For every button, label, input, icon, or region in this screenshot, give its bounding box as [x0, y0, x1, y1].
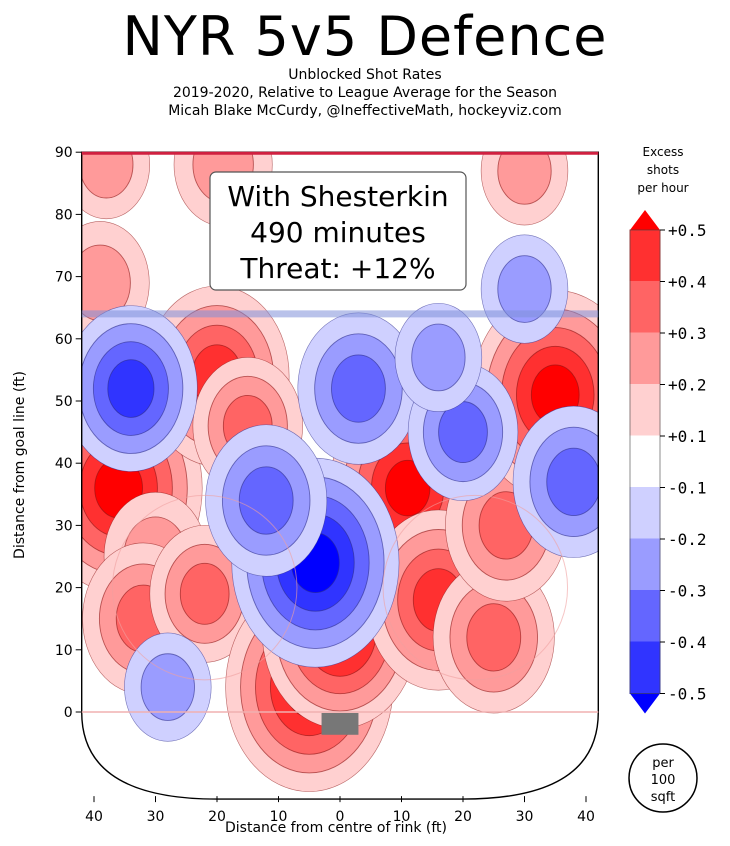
colorbar-tick-label: -0.2: [668, 530, 707, 549]
heatmap-layer: [81, 152, 599, 792]
y-tick-label: 30: [55, 518, 73, 534]
colorbar-tick-label: -0.1: [668, 479, 707, 498]
goal-net: [321, 713, 359, 735]
annotation-line-2: 490 minutes: [250, 216, 426, 249]
y-tick-label: 40: [55, 456, 73, 472]
x-tick-label: 20: [454, 809, 472, 825]
subtitle-line-1: Unblocked Shot Rates: [288, 67, 442, 83]
colorbar-title-1: Excess: [643, 145, 684, 159]
annotation-line-1: With Shesterkin: [227, 180, 448, 213]
x-tick-label: 0: [336, 809, 345, 825]
colorbar-tick-label: +0.4: [668, 273, 707, 292]
y-tick-label: 50: [55, 394, 73, 410]
unit-line-1: per: [652, 756, 674, 771]
hotspot-25: [124, 632, 212, 742]
colorbar-band-1: [629, 229, 661, 282]
colorbar-band-2: [629, 281, 661, 334]
y-tick-label: 90: [55, 145, 73, 161]
axes: 0 10 20 30 40 50 60 70 80 90 40 30 20 10 0 10 20 30 40: [55, 145, 595, 825]
x-tick-label: 30: [147, 809, 165, 825]
x-axis-label: Distance from centre of rink (ft): [225, 820, 447, 836]
colorbar-tick-label: -0.4: [668, 633, 707, 652]
annotation-box: With Shesterkin 490 minutes Threat: +12%: [209, 171, 467, 291]
y-tick-label: 70: [55, 270, 73, 286]
colorbar-tick-label: -0.5: [668, 685, 707, 704]
x-tick-label: 30: [516, 809, 534, 825]
unit-line-3: sqft: [651, 790, 675, 805]
subtitle-line-2: 2019-2020, Relative to League Average fo…: [172, 85, 558, 101]
colorbar-band-6: [629, 487, 661, 540]
colorbar-tick-label: +0.3: [668, 324, 707, 343]
unit-line-2: 100: [651, 773, 676, 788]
y-axis-label: Distance from goal line (ft): [12, 371, 28, 559]
x-tick-label: 20: [208, 809, 226, 825]
hotspot-24: [480, 234, 569, 344]
hotspot-23: [512, 405, 599, 558]
hotspot-11: [432, 561, 555, 714]
colorbar-tick-label: +0.2: [668, 376, 707, 395]
annotation-frame: [209, 171, 467, 291]
colorbar-band-3: [629, 332, 661, 385]
right-faceoff-circle: [382, 494, 569, 681]
colorbar-band-9: [629, 641, 661, 694]
x-tick-label: 10: [270, 809, 288, 825]
subtitle-line-3: Micah Blake McCurdy, @IneffectiveMath, h…: [168, 103, 562, 119]
colorbar-tick-label: -0.3: [668, 582, 707, 601]
unit-circle: [628, 743, 698, 813]
hotspot-19: [205, 424, 328, 577]
colorbar-tick-label: +0.5: [668, 221, 707, 240]
chart-title: NYR 5v5 Defence: [122, 5, 608, 68]
x-tick-label: 40: [85, 809, 103, 825]
left-faceoff-circle: [111, 494, 298, 681]
hotspot-21: [297, 312, 420, 465]
colorbar: Excess shots per hour +0.5+0.4+0.3+0.2+0…: [628, 145, 707, 813]
hotspot-15: [81, 152, 150, 220]
y-tick-label: 60: [55, 332, 73, 348]
colorbar-title-2: shots: [647, 163, 679, 177]
colorbar-bottom-arrow: [630, 693, 660, 714]
hotspot-16: [480, 152, 569, 226]
x-tick-label: 10: [393, 809, 411, 825]
x-tick-label: 40: [577, 809, 595, 825]
y-tick-label: 10: [55, 643, 73, 659]
colorbar-band-4: [629, 384, 661, 437]
colorbar-band-8: [629, 590, 661, 643]
colorbar-top-arrow: [630, 210, 660, 230]
y-tick-label: 20: [55, 581, 73, 597]
colorbar-tick-label: +0.1: [668, 427, 707, 446]
colorbar-title-3: per hour: [637, 181, 688, 195]
hotspot-20: [81, 305, 198, 472]
y-tick-label: 80: [55, 207, 73, 223]
colorbar-band-7: [629, 538, 661, 591]
colorbar-frame: [629, 229, 661, 694]
colorbar-band-5: [629, 435, 661, 488]
annotation-line-3: Threat: +12%: [239, 252, 435, 285]
colorbar-bands: [629, 210, 661, 714]
colorbar-ticks: +0.5 +0.4 +0.3 +0.2 +0.1 -0.1 -0.2 -0.3 -0.4 -0.5: [660, 221, 707, 704]
y-tick-label: 0: [64, 705, 73, 721]
hotspot-26: [394, 302, 483, 412]
chart-subtitle: Unblocked Shot Rates 2019-2020, Relative…: [0, 66, 730, 120]
